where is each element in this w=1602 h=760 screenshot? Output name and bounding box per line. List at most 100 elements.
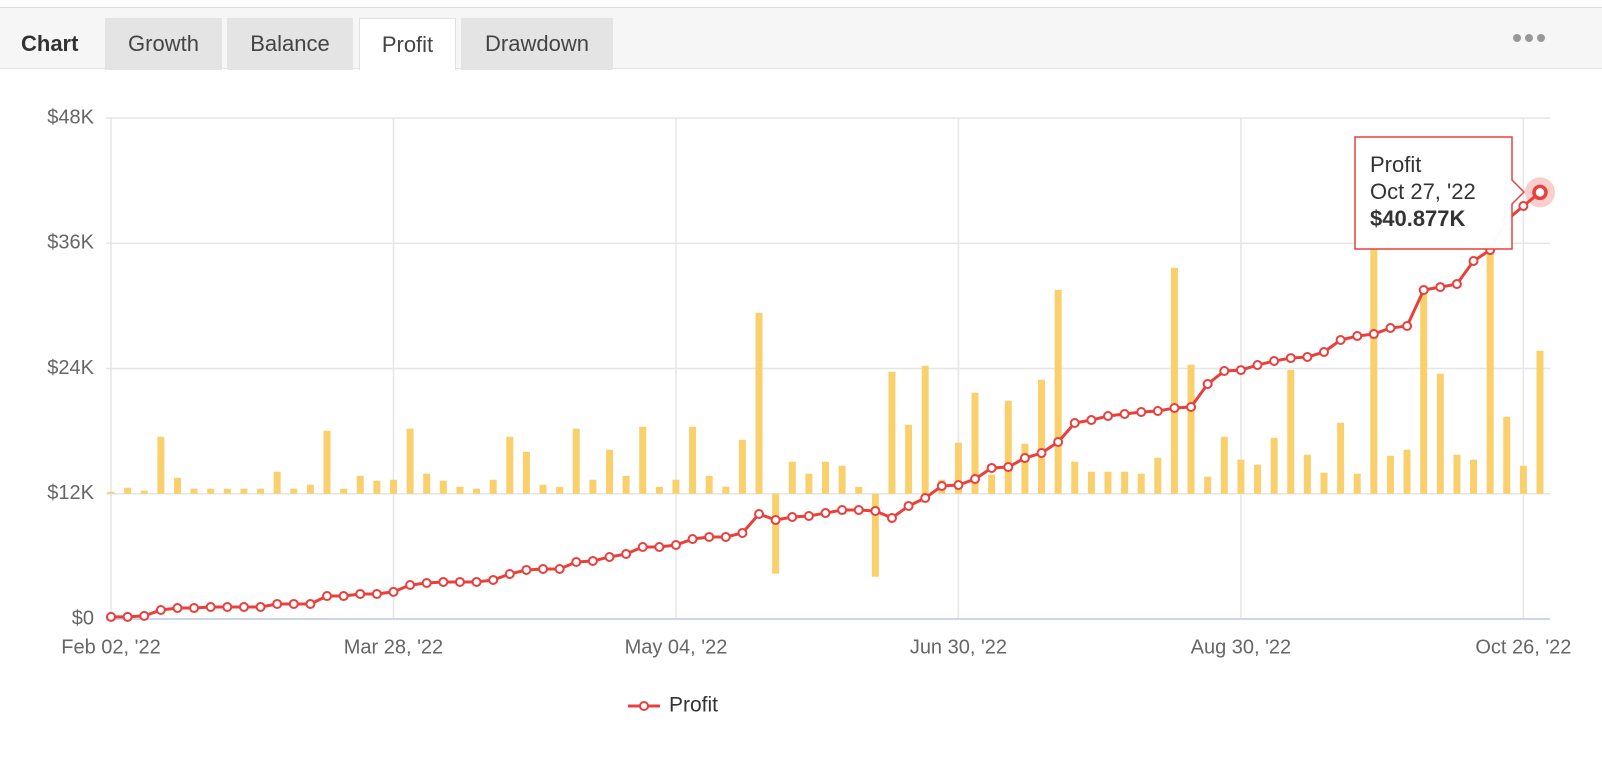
line-marker xyxy=(1219,366,1230,377)
bar xyxy=(1170,267,1178,494)
bar xyxy=(257,488,265,494)
bar xyxy=(207,488,215,494)
bar xyxy=(921,365,929,494)
bar xyxy=(805,473,813,494)
line-marker xyxy=(1252,360,1263,371)
bar xyxy=(223,488,231,494)
line-marker xyxy=(1335,335,1346,346)
line-marker xyxy=(1302,352,1313,363)
tab[interactable]: Growth xyxy=(105,18,222,70)
line-marker xyxy=(1169,403,1180,414)
more-button[interactable] xyxy=(1512,30,1546,46)
bar xyxy=(722,486,730,494)
line-marker xyxy=(122,611,133,622)
line-marker xyxy=(1119,409,1130,420)
line-marker xyxy=(670,539,681,550)
line-marker xyxy=(853,505,864,516)
bar xyxy=(1353,473,1361,494)
bar xyxy=(1420,285,1428,494)
line-marker xyxy=(504,569,515,580)
x-tick-label: May 04, '22 xyxy=(625,636,728,658)
bar xyxy=(1470,459,1478,494)
line-marker xyxy=(970,474,981,485)
bar xyxy=(622,475,630,494)
line-marker xyxy=(1518,200,1529,211)
bar xyxy=(1187,364,1195,494)
bar xyxy=(356,475,364,494)
bar xyxy=(1519,465,1527,494)
line-marker xyxy=(886,512,897,523)
bar xyxy=(373,480,381,494)
y-tick-label: $36K xyxy=(47,232,94,254)
line-marker xyxy=(986,462,997,473)
bar xyxy=(406,428,414,494)
bar xyxy=(1237,459,1245,494)
bar xyxy=(389,479,397,494)
bar xyxy=(988,474,996,494)
bar xyxy=(871,493,879,577)
line-marker xyxy=(238,601,249,612)
line-marker xyxy=(903,500,914,511)
legend-marker xyxy=(639,701,649,711)
bar xyxy=(954,442,962,494)
bar xyxy=(273,471,281,494)
bar xyxy=(439,480,447,494)
line-marker xyxy=(1385,323,1396,334)
bar xyxy=(605,449,613,494)
line-marker xyxy=(1451,279,1462,290)
bar xyxy=(755,312,763,494)
bar xyxy=(838,465,846,494)
tab[interactable]: Drawdown xyxy=(461,18,613,70)
tab[interactable]: Balance xyxy=(227,18,353,70)
bar xyxy=(1287,369,1295,494)
y-tick-label: $48K xyxy=(47,106,94,128)
line-marker xyxy=(770,515,781,526)
line-marker xyxy=(1086,415,1097,426)
bar xyxy=(1386,455,1394,494)
bar xyxy=(1337,422,1345,494)
line-marker xyxy=(139,610,150,621)
line-marker xyxy=(870,505,881,516)
bar xyxy=(905,424,913,494)
bar xyxy=(572,428,580,494)
line-marker xyxy=(687,534,698,545)
line-marker xyxy=(488,574,499,585)
bar xyxy=(689,426,697,494)
bar xyxy=(456,486,464,494)
line-marker xyxy=(1285,353,1296,364)
bar xyxy=(1436,373,1444,494)
line-marker xyxy=(288,598,299,609)
bar xyxy=(1270,437,1278,494)
bar xyxy=(489,479,497,494)
bar xyxy=(738,439,746,494)
tooltip-date: Oct 27, '22 xyxy=(1370,179,1476,204)
bar xyxy=(157,436,165,494)
bar xyxy=(506,436,514,494)
line-marker xyxy=(155,605,166,616)
bar xyxy=(888,371,896,494)
bar xyxy=(1503,416,1511,494)
tab[interactable]: Profit xyxy=(359,18,456,70)
y-tick-label: $24K xyxy=(47,357,94,379)
bar xyxy=(556,486,564,494)
line-marker xyxy=(1053,436,1064,447)
line-marker xyxy=(1186,402,1197,413)
bar xyxy=(423,473,431,494)
line-marker xyxy=(587,555,598,566)
line-marker xyxy=(189,603,200,614)
bar xyxy=(655,486,663,494)
line-marker xyxy=(704,531,715,542)
bar xyxy=(1038,379,1046,494)
bar xyxy=(539,484,547,494)
bar xyxy=(639,426,647,494)
bar xyxy=(522,451,530,494)
bar xyxy=(589,479,597,494)
line-marker xyxy=(255,601,266,612)
bar xyxy=(173,477,181,494)
line-marker xyxy=(322,591,333,602)
line-marker xyxy=(205,601,216,612)
bar xyxy=(672,479,680,494)
line-marker xyxy=(1318,347,1329,358)
